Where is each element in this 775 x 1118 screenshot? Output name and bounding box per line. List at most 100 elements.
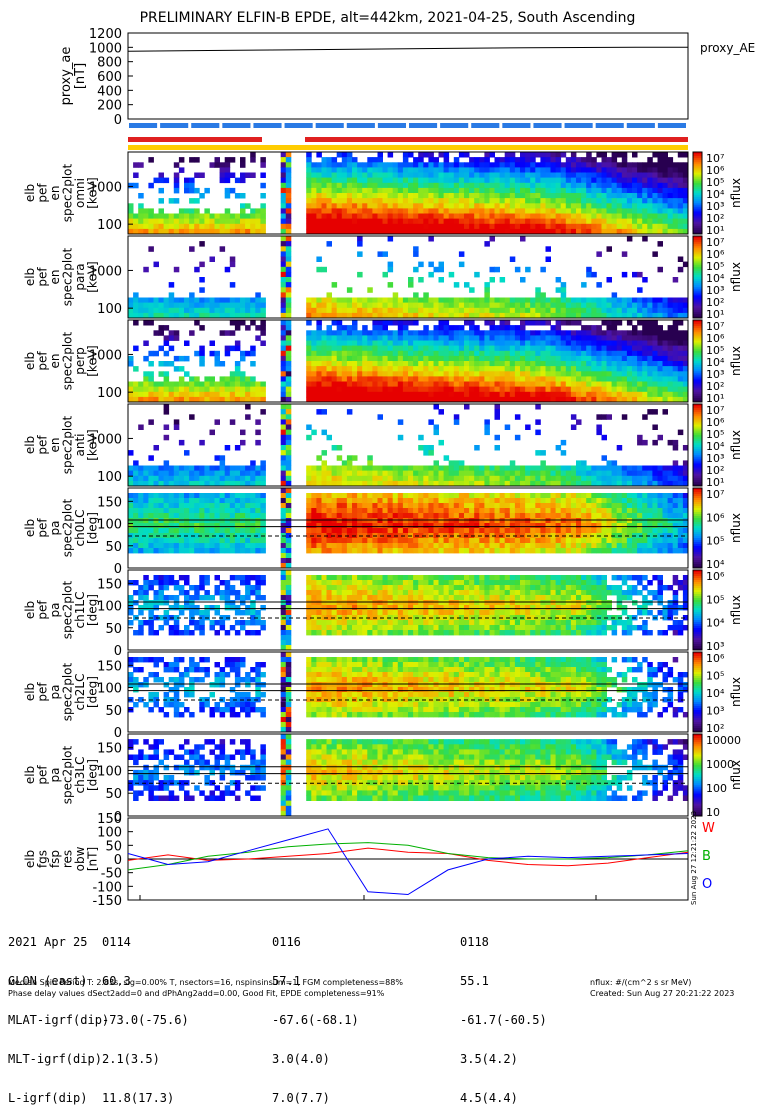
heatmap-cell [515, 178, 521, 184]
heatmap-cell [658, 162, 664, 168]
heatmap-cell [495, 298, 501, 304]
heatmap-cell [342, 518, 348, 523]
heatmap-cell [546, 208, 552, 214]
heatmap-cell [133, 518, 139, 523]
heatmap-cell [143, 298, 149, 304]
heatmap-cell [281, 162, 287, 168]
heatmap-cell [612, 471, 618, 477]
heatmap-cell [515, 335, 521, 341]
heatmap-cell [566, 361, 572, 367]
heatmap-cell [668, 330, 674, 336]
heatmap-cell [495, 198, 501, 204]
heatmap-cell [627, 298, 633, 304]
heatmap-cell [148, 538, 154, 543]
heatmap-cell [306, 518, 312, 523]
heatmap-cell [169, 303, 175, 309]
heatmap-cell [311, 198, 317, 204]
heatmap-cell [199, 214, 205, 220]
heatmap-cell [428, 214, 434, 220]
heatmap-cell [250, 308, 256, 314]
heatmap-cell [495, 508, 501, 513]
heatmap-cell [230, 371, 236, 377]
heatmap-cell [474, 335, 480, 341]
heatmap-cell [591, 466, 597, 472]
heatmap-cell [204, 376, 210, 382]
heatmap-cell [673, 198, 679, 204]
heatmap-cell [408, 548, 414, 553]
heatmap-cell [388, 476, 394, 482]
heatmap-cell [627, 208, 633, 214]
heatmap-cell [164, 392, 170, 398]
heatmap-cell [581, 330, 587, 336]
heatmap-cell [357, 498, 363, 503]
heatmap-cell [230, 298, 236, 304]
heatmap-cell [169, 198, 175, 204]
heatmap-cell [378, 376, 384, 382]
heatmap-cell [581, 371, 587, 377]
heatmap-cell [423, 183, 429, 189]
heatmap-cell [678, 162, 684, 168]
heatmap-cell [434, 361, 440, 367]
heatmap-cell [637, 392, 643, 398]
heatmap-cell [535, 346, 541, 352]
heatmap-cell [668, 183, 674, 189]
heatmap-cell [281, 246, 287, 252]
heatmap-cell [546, 303, 552, 309]
heatmap-cell [383, 376, 389, 382]
heatmap-cell [357, 236, 363, 242]
heatmap-cell [607, 371, 613, 377]
heatmap-cell [484, 376, 490, 382]
heatmap-cell [474, 493, 480, 498]
heatmap-cell [668, 178, 674, 184]
heatmap-cell [174, 330, 180, 336]
heatmap-cell [342, 376, 348, 382]
heatmap-cell [428, 262, 434, 268]
heatmap-cell [535, 351, 541, 357]
heatmap-cell [591, 272, 597, 278]
heatmap-cell [469, 188, 475, 194]
heatmap-cell [133, 476, 139, 482]
heatmap-cell [245, 508, 251, 513]
heatmap-cell [612, 208, 618, 214]
heatmap-cell [505, 371, 511, 377]
heatmap-cell [184, 518, 190, 523]
heatmap-cell [220, 471, 226, 477]
heatmap-cell [596, 346, 602, 352]
heatmap-cell [576, 198, 582, 204]
heatmap-cell [372, 330, 378, 336]
heatmap-cell [332, 330, 338, 336]
heatmap-cell [189, 246, 195, 252]
heatmap-cell [571, 335, 577, 341]
heatmap-cell [352, 356, 358, 362]
heatmap-cell [388, 193, 394, 199]
heatmap-cell [215, 382, 221, 388]
heatmap-cell [566, 298, 572, 304]
heatmap-cell [556, 392, 562, 398]
heatmap-cell [388, 538, 394, 543]
heatmap-cell [388, 152, 394, 158]
heatmap-cell [164, 513, 170, 518]
heatmap-cell [143, 308, 149, 314]
heatmap-cell [484, 466, 490, 472]
heatmap-cell [454, 466, 460, 472]
heatmap-cell [154, 392, 160, 398]
heatmap-cell [423, 203, 429, 209]
heatmap-cell [484, 341, 490, 347]
heatmap-cell [459, 335, 465, 341]
heatmap-cell [500, 366, 506, 372]
heatmap-cell [311, 543, 317, 548]
heatmap-cell [215, 455, 221, 461]
heatmap-cell [143, 376, 149, 382]
heatmap-cell [220, 224, 226, 230]
heatmap-cell [520, 471, 526, 477]
heatmap-cell [210, 224, 216, 230]
heatmap-cell [668, 298, 674, 304]
heatmap-cell [535, 203, 541, 209]
heatmap-cell [607, 341, 613, 347]
heatmap-cell [148, 508, 154, 513]
heatmap-cell [378, 341, 384, 347]
heatmap-cell [138, 208, 144, 214]
heatmap-cell [230, 257, 236, 263]
heatmap-cell [535, 298, 541, 304]
heatmap-cell [255, 440, 260, 446]
